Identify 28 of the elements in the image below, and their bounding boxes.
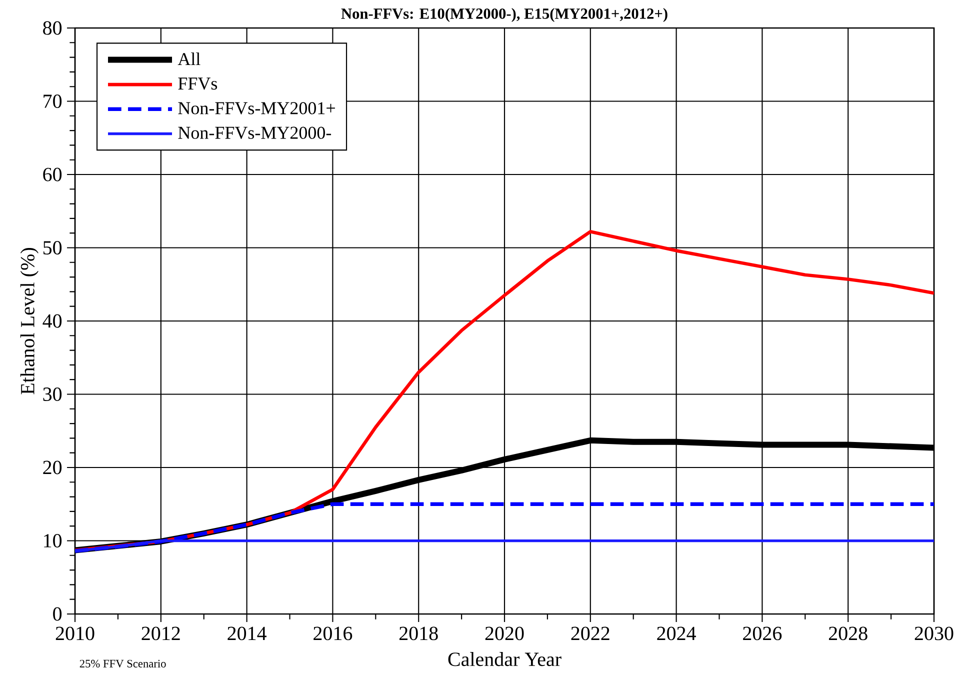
y-axis-title: Ethanol Level (%): [20, 248, 38, 394]
x-tick-label: 2026: [743, 626, 782, 640]
y-tick-label: 40: [42, 314, 62, 328]
x-tick-label: 2024: [657, 626, 696, 640]
y-tick-label: 50: [43, 241, 62, 254]
y-tick-label: 10: [44, 534, 62, 548]
x-tick-label: 2010: [56, 626, 94, 640]
text: 25% FFV Scenario: [80, 660, 166, 668]
x-tick-label: 2028: [828, 626, 868, 640]
x-tick-label: 2020: [485, 626, 524, 640]
x-axis-title: Calendar Year: [448, 652, 562, 666]
legend-label: Non-FFVs-MY2001+: [178, 102, 335, 114]
chart-title: Non-FFVs: E10(MY2000-), E15(MY2001+,2012+): [341, 8, 668, 22]
y-tick-label: 20: [43, 460, 62, 474]
x-tick-label: 2014: [228, 626, 266, 640]
legend-label: All: [178, 52, 200, 66]
x-tick-label: 2016: [314, 626, 352, 640]
y-tick-label: 70: [44, 94, 62, 108]
legend-label: FFVs: [178, 78, 218, 90]
y-tick-label: 60: [43, 168, 62, 182]
legend-label: Non-FFVs-MY2000-: [178, 126, 332, 139]
y-tick-label: 30: [43, 387, 62, 401]
y-tick-label: 0: [53, 607, 62, 621]
x-tick-label: 2022: [571, 626, 610, 640]
x-tick-label: 2030: [914, 626, 954, 640]
x-tick-label: 2012: [142, 626, 180, 640]
x-tick-label: 2018: [399, 626, 438, 640]
y-tick-label: 80: [43, 21, 62, 35]
